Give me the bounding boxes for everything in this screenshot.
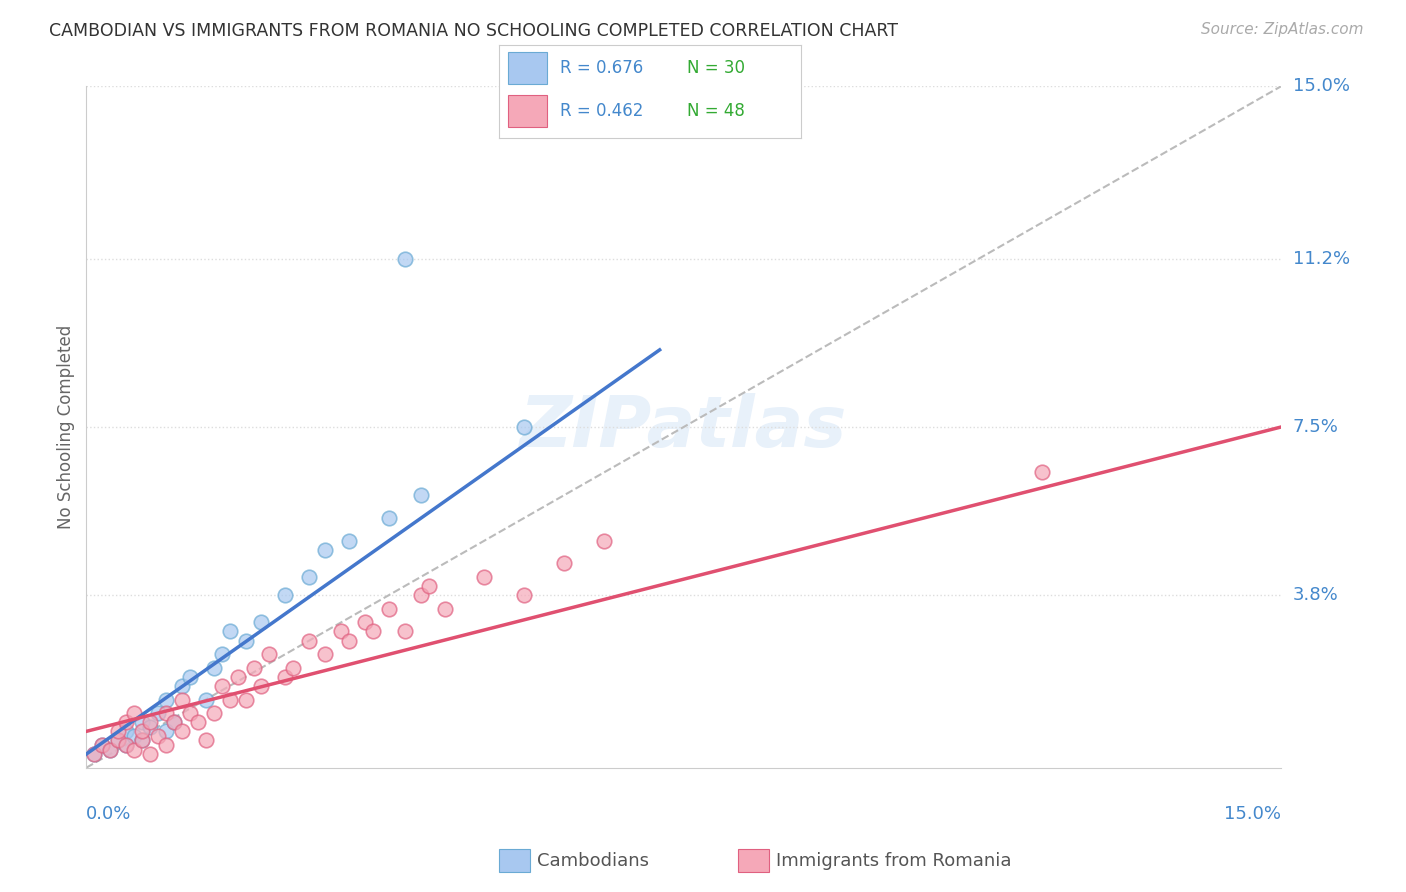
Text: 3.8%: 3.8% [1292, 586, 1339, 604]
Text: 0.0%: 0.0% [86, 805, 132, 823]
Point [155, 706, 177, 721]
Point [115, 738, 138, 752]
Point [361, 624, 384, 639]
Point [122, 729, 145, 743]
Point [235, 633, 257, 648]
Point [330, 624, 353, 639]
Text: 7.5%: 7.5% [1292, 418, 1339, 436]
Bar [508, 52, 547, 84]
Text: Immigrants from Romania: Immigrants from Romania [776, 852, 1011, 870]
Point [418, 579, 440, 593]
Point [298, 633, 321, 648]
Point [202, 706, 225, 721]
Point [274, 588, 297, 602]
Bar [508, 95, 547, 127]
Point [146, 729, 169, 743]
Point [179, 706, 201, 721]
Text: CAMBODIAN VS IMMIGRANTS FROM ROMANIA NO SCHOOLING COMPLETED CORRELATION CHART: CAMBODIAN VS IMMIGRANTS FROM ROMANIA NO … [49, 22, 898, 40]
Point [513, 588, 536, 602]
Point [98, 742, 121, 756]
Point [155, 692, 177, 706]
Point [274, 670, 297, 684]
Point [115, 715, 138, 730]
Point [122, 742, 145, 756]
Point [394, 624, 416, 639]
Text: 15.0%: 15.0% [1292, 78, 1350, 95]
Point [83, 747, 105, 761]
Text: N = 30: N = 30 [686, 59, 745, 77]
Point [513, 420, 536, 434]
Point [226, 670, 249, 684]
Point [139, 747, 162, 761]
Point [155, 738, 177, 752]
Point [187, 715, 209, 730]
Point [298, 570, 321, 584]
Point [553, 557, 575, 571]
Point [378, 511, 401, 525]
Text: R = 0.462: R = 0.462 [560, 102, 643, 120]
Point [474, 570, 496, 584]
Text: N = 48: N = 48 [686, 102, 744, 120]
Point [146, 706, 169, 721]
Point [378, 601, 401, 615]
Point [98, 742, 121, 756]
Point [337, 533, 360, 548]
Point [131, 733, 153, 747]
Point [593, 533, 616, 548]
Y-axis label: No Schooling Completed: No Schooling Completed [58, 325, 75, 529]
Point [409, 588, 432, 602]
Point [1031, 466, 1053, 480]
Point [115, 724, 138, 739]
Point [139, 715, 162, 730]
Text: 15.0%: 15.0% [1223, 805, 1281, 823]
Point [218, 692, 240, 706]
Point [242, 661, 264, 675]
Point [139, 720, 162, 734]
Point [107, 733, 129, 747]
Text: ZIPatlas: ZIPatlas [520, 392, 848, 461]
Point [194, 733, 217, 747]
Point [179, 670, 201, 684]
Point [250, 679, 273, 693]
Point [163, 715, 186, 730]
Text: Source: ZipAtlas.com: Source: ZipAtlas.com [1201, 22, 1364, 37]
Point [433, 601, 456, 615]
Point [155, 724, 177, 739]
Point [107, 724, 129, 739]
Point [211, 647, 233, 661]
Point [354, 615, 377, 630]
Text: Cambodians: Cambodians [537, 852, 650, 870]
Point [91, 738, 114, 752]
Point [122, 706, 145, 721]
Point [314, 542, 336, 557]
Point [107, 733, 129, 747]
Point [163, 715, 186, 730]
Point [170, 692, 193, 706]
Point [394, 252, 416, 266]
Point [194, 692, 217, 706]
Point [314, 647, 336, 661]
Point [211, 679, 233, 693]
Point [235, 692, 257, 706]
Point [250, 615, 273, 630]
Text: 11.2%: 11.2% [1292, 250, 1350, 268]
Point [202, 661, 225, 675]
Text: R = 0.676: R = 0.676 [560, 59, 643, 77]
Point [91, 738, 114, 752]
Point [131, 715, 153, 730]
Point [170, 724, 193, 739]
Point [259, 647, 281, 661]
Point [170, 679, 193, 693]
Point [83, 747, 105, 761]
Point [337, 633, 360, 648]
Point [409, 488, 432, 502]
Point [131, 724, 153, 739]
Point [283, 661, 305, 675]
Point [115, 738, 138, 752]
Point [218, 624, 240, 639]
Point [131, 733, 153, 747]
